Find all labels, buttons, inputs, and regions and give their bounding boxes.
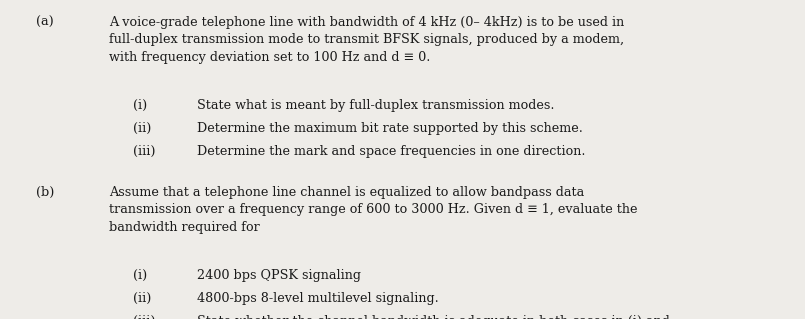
- Text: Assume that a telephone line channel is equalized to allow bandpass data
transmi: Assume that a telephone line channel is …: [109, 186, 638, 234]
- Text: (b): (b): [36, 186, 55, 199]
- Text: State what is meant by full-duplex transmission modes.: State what is meant by full-duplex trans…: [197, 99, 555, 112]
- Text: Determine the maximum bit rate supported by this scheme.: Determine the maximum bit rate supported…: [197, 122, 583, 135]
- Text: 4800-bps 8-level multilevel signaling.: 4800-bps 8-level multilevel signaling.: [197, 292, 439, 305]
- Text: (ii): (ii): [133, 292, 151, 305]
- Text: (iii): (iii): [133, 315, 155, 319]
- Text: (iii): (iii): [133, 145, 155, 158]
- Text: A voice-grade telephone line with bandwidth of 4 kHz (0– 4kHz) is to be used in
: A voice-grade telephone line with bandwi…: [109, 16, 624, 64]
- Text: (i): (i): [133, 269, 147, 282]
- Text: 2400 bps QPSK signaling: 2400 bps QPSK signaling: [197, 269, 361, 282]
- Text: (ii): (ii): [133, 122, 151, 135]
- Text: (a): (a): [36, 16, 54, 29]
- Text: (i): (i): [133, 99, 147, 112]
- Text: Determine the mark and space frequencies in one direction.: Determine the mark and space frequencies…: [197, 145, 586, 158]
- Text: State whether the channel bandwidth is adequate in both cases in (i) and
(ii) ab: State whether the channel bandwidth is a…: [197, 315, 670, 319]
